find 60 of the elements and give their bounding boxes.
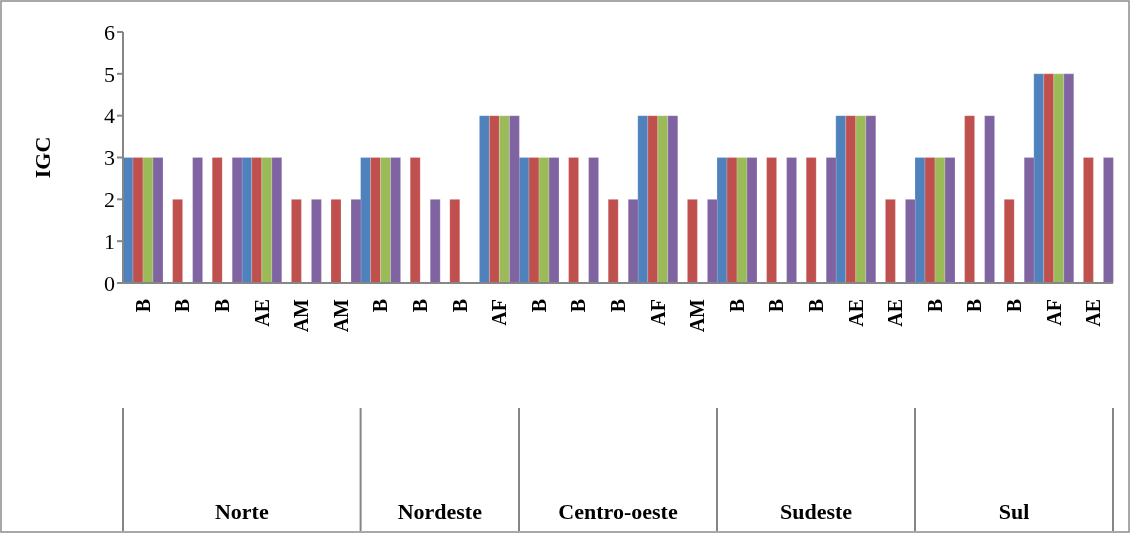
y-tick-label: 5 xyxy=(104,61,115,87)
bar xyxy=(192,157,203,283)
x-tick-label: B xyxy=(131,299,154,313)
x-tick-label: B xyxy=(725,299,748,313)
y-tick-label: 6 xyxy=(104,19,115,45)
x-tick-label: AM xyxy=(686,298,709,333)
x-tick-label: B xyxy=(607,299,629,313)
y-tick-label: 2 xyxy=(104,187,115,213)
y-tick-label: 4 xyxy=(104,103,115,129)
bar xyxy=(687,199,698,283)
y-tick-label: 1 xyxy=(104,228,115,254)
bar xyxy=(568,157,579,283)
x-tick-label: B xyxy=(567,299,590,313)
bar xyxy=(1003,199,1015,283)
x-tick-label: AE xyxy=(884,299,907,327)
x-tick-label: B xyxy=(211,299,233,313)
x-tick-label: AE xyxy=(250,299,273,327)
bar xyxy=(429,199,441,283)
x-tick-label: AF xyxy=(1042,299,1065,326)
bar xyxy=(172,199,183,283)
text: Sudeste xyxy=(779,499,853,524)
bar xyxy=(607,199,619,283)
x-tick-label: B xyxy=(923,299,946,313)
x-tick-label: B xyxy=(765,299,788,313)
x-tick-label: AF xyxy=(646,299,669,326)
bar xyxy=(885,199,896,283)
x-tick-label: AE xyxy=(1082,299,1105,327)
x-tick-label: B xyxy=(448,299,471,313)
bar xyxy=(805,157,817,283)
bar xyxy=(211,157,223,283)
y-axis-title: IGC xyxy=(29,136,55,179)
x-tick-label: B xyxy=(527,299,550,313)
y-tick-label: 3 xyxy=(104,145,115,171)
bar xyxy=(588,157,599,283)
bar xyxy=(1083,157,1094,283)
bar xyxy=(330,199,342,283)
bar xyxy=(1103,157,1114,283)
x-tick-label: B xyxy=(171,299,194,313)
x-tick-label: B xyxy=(369,299,392,313)
x-tick-label: AE xyxy=(844,299,867,327)
bar xyxy=(964,115,975,283)
bar xyxy=(449,199,461,283)
x-tick-label: B xyxy=(1003,299,1025,313)
x-tick-label: B xyxy=(805,299,827,313)
bar xyxy=(311,199,322,283)
x-tick-label: AM xyxy=(329,298,352,333)
y-tick-label: 0 xyxy=(104,270,115,296)
x-tick-label: B xyxy=(409,299,431,313)
x-tick-label: B xyxy=(963,299,986,313)
text: Norte xyxy=(214,499,269,524)
text: Sul xyxy=(998,499,1030,524)
bar xyxy=(409,157,421,283)
x-tick-label: AF xyxy=(488,299,511,326)
text: Nordeste xyxy=(397,499,483,524)
bar xyxy=(786,157,797,283)
x-tick-label: AM xyxy=(290,298,313,333)
bar xyxy=(291,199,302,283)
bar xyxy=(766,157,777,283)
text: Centro-oeste xyxy=(558,499,678,524)
bar xyxy=(984,115,995,283)
